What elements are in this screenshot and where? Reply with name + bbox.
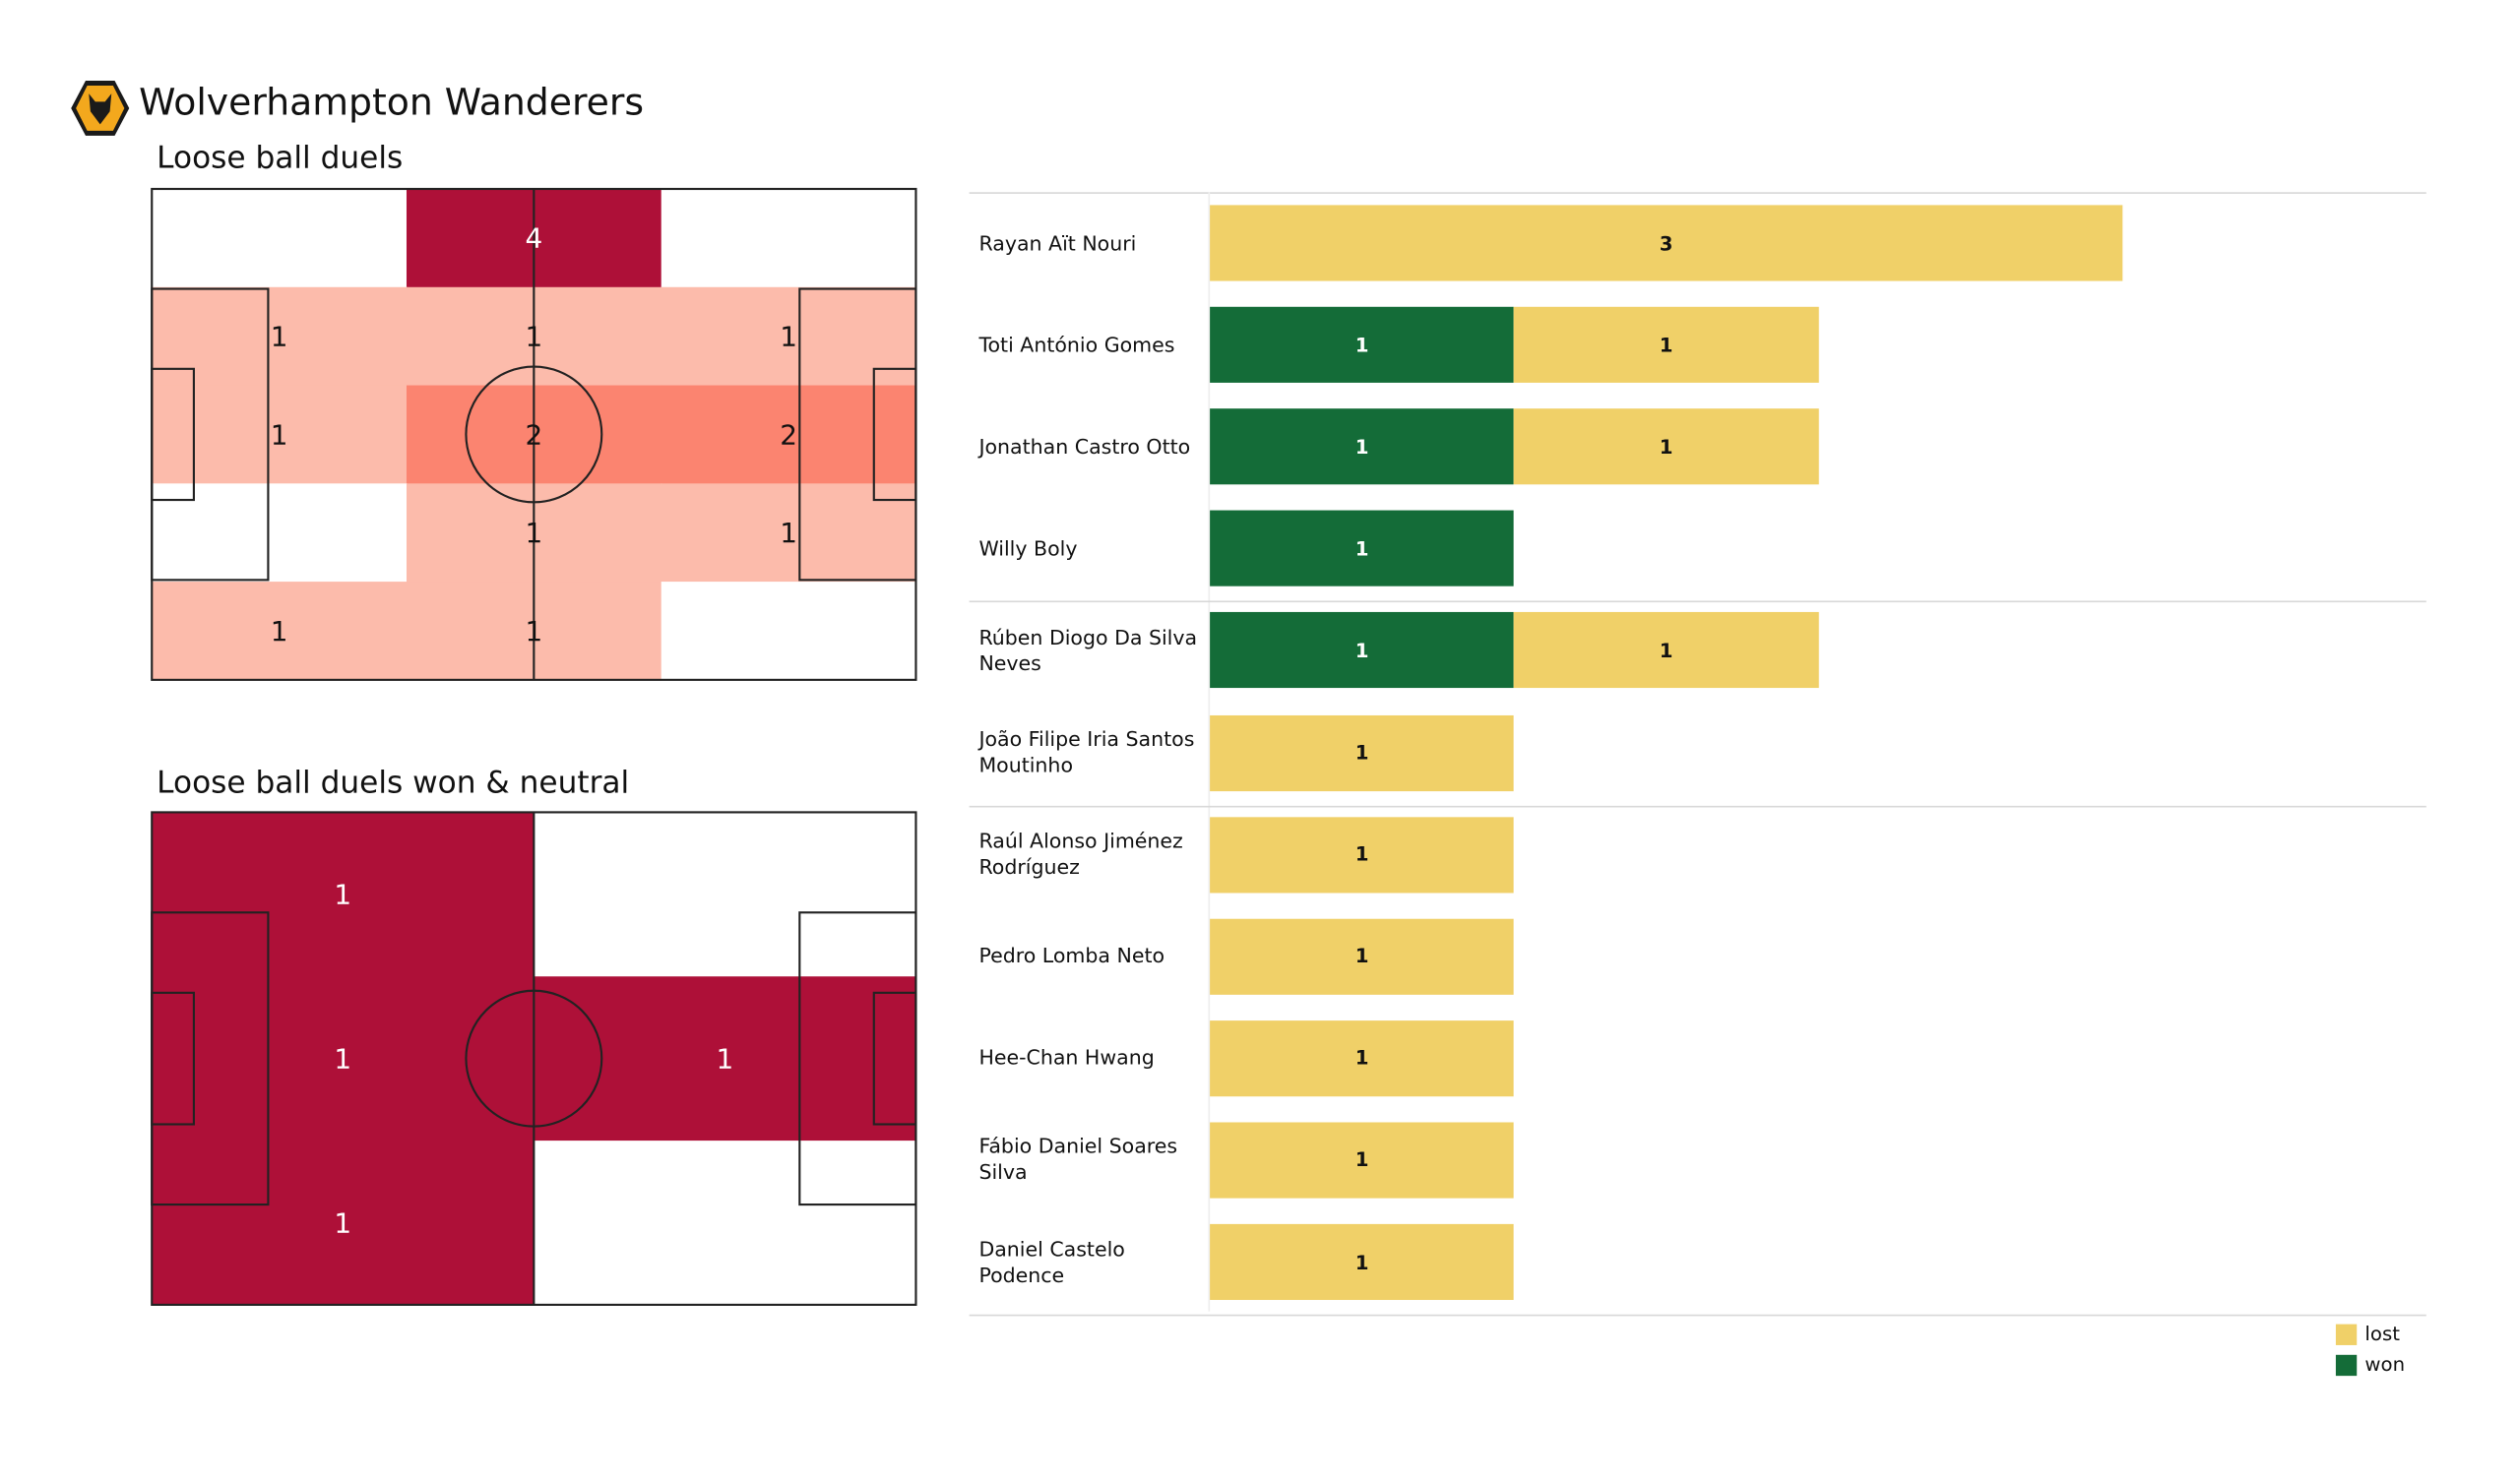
heat-cell-value: 1 — [334, 1043, 351, 1076]
heat-cell — [152, 188, 408, 288]
heat-cell-value: 1 — [525, 517, 542, 549]
bar-lost: 1 — [1514, 612, 1819, 689]
bar-lost: 1 — [1210, 714, 1515, 791]
bar-lost: 1 — [1210, 1223, 1515, 1301]
heat-cell-value: 1 — [271, 615, 288, 648]
bar-lost: 1 — [1210, 1122, 1515, 1199]
bar-lost: 1 — [1210, 1019, 1515, 1096]
heat-cell-value: 1 — [717, 1043, 734, 1076]
pitch-won-duels: 1 1 1 1 — [151, 811, 917, 1306]
heatmap-title-all: Loose ball duels — [157, 140, 404, 176]
player-name: Raúl Alonso Jiménez Rodríguez — [978, 828, 1183, 879]
legend-swatch-lost — [2335, 1323, 2358, 1345]
player-name: Rúben Diogo Da Silva Neves — [978, 624, 1198, 675]
team-title: Wolverhampton Wanderers — [139, 82, 645, 125]
heat-cell-value: 1 — [334, 1206, 351, 1239]
player-name: Daniel Castelo Podence — [978, 1236, 1125, 1287]
bar-won: 1 — [1210, 612, 1515, 689]
goal-box-left — [151, 367, 195, 502]
heat-cell-value: 1 — [780, 517, 797, 549]
bar-lost: 3 — [1210, 205, 2123, 281]
player-name: Fábio Daniel Soares Silva — [978, 1134, 1178, 1185]
player-name: Toti António Gomes — [978, 332, 1175, 356]
heat-cell — [152, 1141, 536, 1306]
heat-cell-value: 4 — [525, 222, 542, 255]
bar-lost: 1 — [1514, 306, 1819, 384]
center-circle — [465, 365, 603, 504]
heat-cell — [152, 812, 536, 978]
bar-won: 1 — [1210, 408, 1515, 485]
heat-cell — [152, 582, 408, 681]
legend-lost: lost — [2335, 1322, 2400, 1345]
bar-won: 1 — [1210, 306, 1515, 384]
goal-box-right — [872, 367, 917, 502]
bar-lost: 1 — [1210, 816, 1515, 893]
player-name: Rayan Aït Nouri — [978, 229, 1137, 255]
heat-cell-value: 1 — [271, 418, 288, 451]
heat-cell-value: 2 — [525, 418, 542, 451]
bar-won: 1 — [1210, 511, 1515, 587]
heat-cell — [534, 1141, 917, 1306]
heat-cell — [661, 582, 917, 681]
axis-line — [1208, 192, 1211, 1312]
heat-cell-value: 1 — [780, 321, 797, 353]
player-name: Hee-Chan Hwang — [978, 1045, 1155, 1070]
center-circle — [465, 989, 603, 1128]
bar-lost: 1 — [1514, 408, 1819, 485]
heat-cell-value: 1 — [271, 321, 288, 353]
heat-cell — [534, 812, 917, 978]
group-separator — [969, 1314, 2426, 1317]
heat-cell-value: 1 — [334, 879, 351, 911]
player-name: Willy Boly — [978, 535, 1078, 561]
goal-box-right — [872, 991, 917, 1126]
separator-top — [969, 192, 2426, 194]
heat-cell — [534, 976, 917, 1142]
heatmap-title-won: Loose ball duels won & neutral — [157, 765, 630, 801]
heat-cell — [661, 188, 917, 288]
legend-swatch-won — [2335, 1353, 2358, 1376]
legend-won: won — [2335, 1353, 2406, 1377]
goal-box-left — [151, 991, 195, 1126]
bar-lost: 1 — [1210, 918, 1515, 995]
heat-cell-value: 1 — [525, 615, 542, 648]
player-name: Pedro Lomba Neto — [978, 943, 1166, 968]
heat-cell-value: 1 — [525, 321, 542, 353]
player-name: João Filipe Iria Santos Moutinho — [978, 726, 1195, 777]
group-separator — [969, 601, 2426, 603]
heat-cell-value: 2 — [780, 418, 797, 451]
player-name: Jonathan Castro Otto — [978, 433, 1191, 459]
wolves-crest-icon — [71, 81, 130, 136]
heat-cell — [152, 483, 408, 583]
pitch-all-duels: 4 1 1 1 1 2 2 1 1 1 1 — [151, 187, 917, 681]
legend-label: lost — [2364, 1322, 2400, 1345]
group-separator — [969, 805, 2426, 807]
legend-label: won — [2364, 1353, 2406, 1377]
heat-cell — [152, 976, 536, 1142]
pitch-heatmaps: 4 1 1 1 1 2 2 1 1 1 1 1 1 1 1 — [151, 187, 917, 1306]
